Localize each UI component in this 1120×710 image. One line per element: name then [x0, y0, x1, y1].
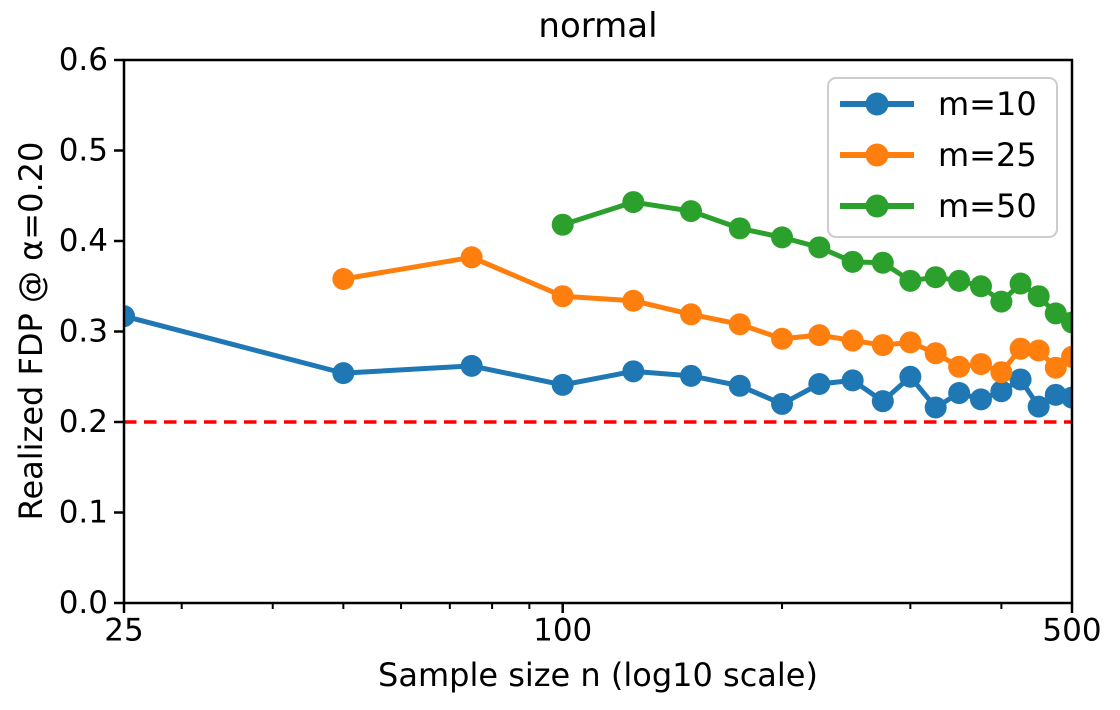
series-m25-data-point [728, 313, 751, 336]
y-axis-tick-label: 0.0 [59, 585, 108, 621]
x-axis-label: Sample size n (log10 scale) [378, 656, 818, 694]
legend: m=10 m=25 m=50 [827, 77, 1058, 238]
legend-label: m=25 [938, 136, 1037, 174]
y-axis-tick-label: 0.1 [59, 495, 108, 531]
series-m10-data-point [924, 396, 947, 419]
series-m10-data-point [969, 388, 992, 411]
series-m50-data-point [871, 251, 894, 274]
series-m25-data-point [899, 331, 922, 354]
series-m10-data-point [680, 364, 703, 387]
series-m10 [124, 305, 1072, 419]
series-m10-data-point [551, 373, 574, 396]
series-m25-data-point [551, 285, 574, 308]
chart-title: normal [538, 6, 658, 46]
series-m50-data-point [622, 191, 645, 214]
series-m25-data-point [808, 324, 831, 347]
y-axis-tick-label: 0.5 [59, 133, 108, 169]
series-m50-data-point [1044, 302, 1067, 325]
series-m10-data-point [1009, 368, 1032, 391]
series-m50-data-point [728, 217, 751, 240]
series-m10-data-point [808, 372, 831, 395]
series-m25-data-point [948, 355, 971, 378]
series-m25-data-point [680, 303, 703, 326]
series-m50-data-point [1061, 311, 1072, 334]
series-m25 [332, 246, 1072, 384]
series-m10-data-point [771, 392, 794, 415]
legend-entry: m=25 [840, 136, 1037, 174]
series-m10-data-point [990, 380, 1013, 403]
y-axis-tick-label: 0.6 [59, 42, 108, 78]
series-m10-data-point [1044, 383, 1067, 406]
legend-box [827, 77, 1058, 238]
series-m50-data-point [899, 269, 922, 292]
series-m50-data-point [969, 275, 992, 298]
series-m10-data-point [460, 354, 483, 377]
series-m25-data-point [332, 268, 355, 291]
series-m50-data-point [680, 200, 703, 223]
series-m50-data-point [808, 236, 831, 259]
series-m50-data-point [948, 269, 971, 292]
series-m50-data-point [841, 250, 864, 273]
series-m25-data-point [841, 329, 864, 352]
series-m10-data-point [1027, 395, 1050, 418]
series-m50-data-point [551, 213, 574, 236]
series-m25-data-point [871, 334, 894, 357]
series-m25-data-point [622, 289, 645, 312]
x-axis-tick-label: 25 [104, 612, 143, 648]
series-m50-data-point [771, 226, 794, 249]
series-m50-data-point [1009, 272, 1032, 295]
series-m10-data-point [622, 360, 645, 383]
y-axis-tick-label: 0.4 [59, 223, 108, 259]
series-m50 [551, 191, 1072, 334]
y-axis-tick-label: 0.2 [59, 404, 108, 440]
series-m50-data-point [990, 290, 1013, 313]
legend-entry: m=50 [840, 187, 1037, 225]
series-m50-data-point [924, 266, 947, 289]
series-m25-data-point [460, 246, 483, 269]
series-m10-data-point [841, 369, 864, 392]
series-m10-data-point [948, 382, 971, 405]
series-m25-data-point [1009, 337, 1032, 360]
axes: 25 100 500 0.0 0.1 0.2 0.3 0.4 0.5 0.6 [59, 42, 1102, 648]
series-m10-data-point [332, 362, 355, 385]
series-m10-data-point [124, 305, 135, 328]
series-m25-data-point [1044, 356, 1067, 379]
y-axis-label: Realized FDP @ α=0.20 [11, 141, 50, 521]
series-m10-data-point [1061, 386, 1072, 409]
series-m10-data-point [899, 365, 922, 388]
x-axis-tick-label: 100 [533, 612, 592, 648]
x-axis-tick-label: 500 [1042, 612, 1101, 648]
series-m50-data-point [1027, 285, 1050, 308]
series-m10-data-point [871, 390, 894, 413]
series-m25-data-point [1061, 345, 1072, 368]
series-m25-data-point [924, 342, 947, 365]
legend-label: m=10 [938, 85, 1037, 123]
series-m25-data-point [990, 361, 1013, 384]
legend-label: m=50 [938, 187, 1037, 225]
legend-marker-icon [865, 194, 889, 218]
y-axis-tick-label: 0.3 [59, 314, 108, 350]
series-m25-data-point [1027, 339, 1050, 362]
series-m10-data-point [728, 374, 751, 397]
legend-entry: m=10 [840, 85, 1037, 123]
legend-marker-icon [865, 92, 889, 116]
plot-spines [122, 58, 1074, 605]
series-m25-data-point [771, 327, 794, 350]
series-m25-data-point [969, 353, 992, 376]
legend-marker-icon [865, 143, 889, 167]
